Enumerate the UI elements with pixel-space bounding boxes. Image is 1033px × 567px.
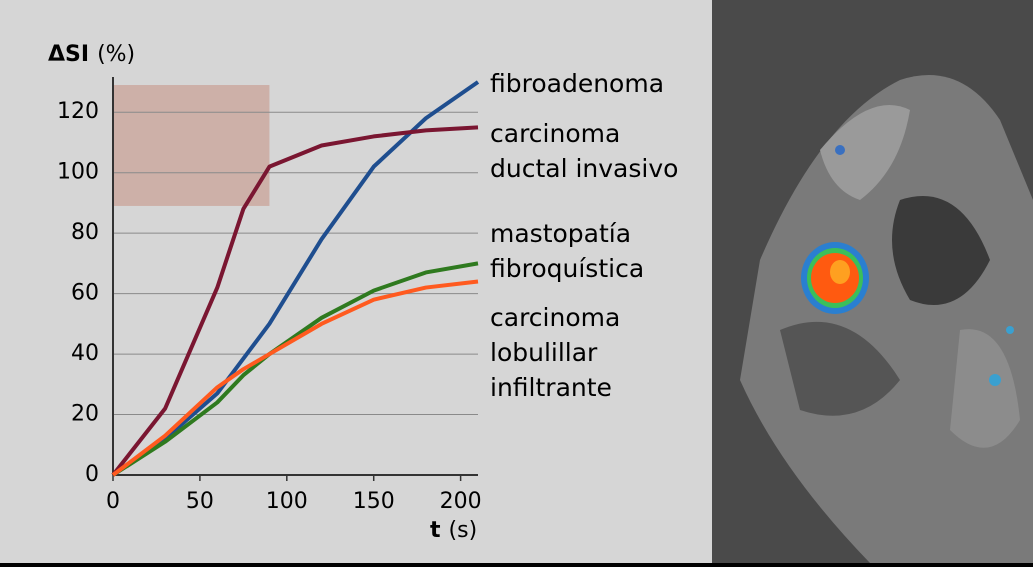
x-tick-label: 50 (186, 489, 214, 514)
legend-label: fibroquística (490, 254, 644, 283)
legend-label: carcinoma (490, 119, 620, 148)
y-axis-label: ΔSI (%) (48, 42, 135, 67)
mri-image (712, 0, 1033, 563)
y-tick-label: 0 (85, 462, 99, 487)
legend-label: fibroadenoma (490, 69, 664, 98)
x-tick-label: 100 (266, 489, 308, 514)
x-tick-label: 0 (106, 489, 120, 514)
x-tick-label: 150 (353, 489, 395, 514)
x-axis-unit: (s) (449, 518, 478, 543)
x-tick-label: 200 (440, 489, 482, 514)
legend-label: ductal invasivo (490, 154, 678, 183)
x-axis-label: t (s) (430, 518, 477, 543)
legend-label: mastopatía (490, 219, 631, 248)
y-axis-symbol: ΔSI (48, 42, 89, 67)
series-line (111, 125, 479, 477)
highlight-region (113, 85, 270, 206)
y-tick-label: 120 (57, 99, 99, 124)
y-tick-label: 20 (71, 402, 99, 427)
legend-label: infiltrante (490, 373, 612, 402)
y-tick-label: 40 (71, 341, 99, 366)
y-tick-label: 60 (71, 281, 99, 306)
x-axis-symbol: t (430, 518, 441, 543)
series-line (111, 80, 480, 477)
legend-label: carcinoma (490, 303, 620, 332)
series-line (111, 279, 479, 477)
y-tick-label: 80 (71, 220, 99, 245)
y-axis-unit: (%) (97, 42, 135, 67)
y-tick-label: 100 (57, 160, 99, 185)
legend-label: lobulillar (490, 338, 598, 367)
